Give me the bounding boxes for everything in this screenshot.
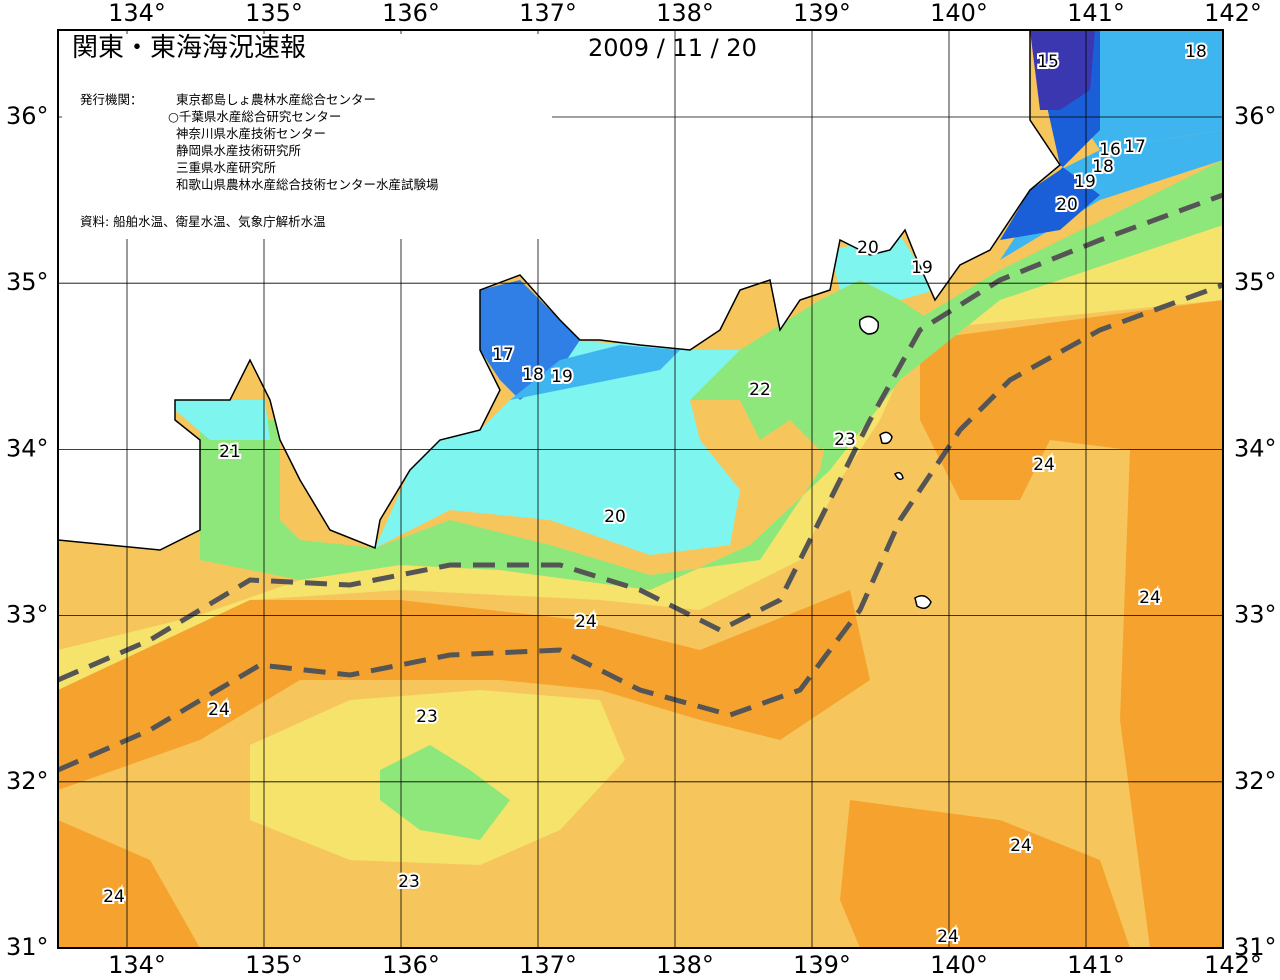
contour-label: 22 (749, 380, 771, 400)
issuer-name: 和歌山県農林水産総合技術センター水産試験場 (176, 177, 439, 192)
latitude-label: 33° (1234, 601, 1277, 629)
latitude-label: 33° (6, 601, 49, 629)
latitude-label: 35° (6, 268, 49, 296)
longitude-label: 140° (930, 0, 988, 27)
light-blue-zone (1000, 130, 1223, 260)
cyan-zone (375, 340, 740, 555)
longitude-label: 138° (656, 0, 714, 27)
map-frame (57, 29, 1224, 949)
axis-labels: 134° 134° 135° 135° 136° 136° 137° 137° 138° 138°… (6, 0, 1277, 979)
issuer-name: ○千葉県水産総合研究センター (168, 109, 341, 124)
contour-label: 20 (857, 238, 879, 258)
issuer-name: 神奈川県水産技術センター (176, 126, 326, 141)
longitude-label: 141° (1067, 0, 1125, 27)
contour-label: 24 (103, 887, 125, 907)
longitude-label: 135° (245, 0, 303, 27)
longitude-label: 135° (245, 951, 303, 979)
contour-label: 18 (1185, 42, 1207, 62)
issuer-list: 東京都島しょ農林水産総合センター ○千葉県水産総合研究センター神奈川県水産技術セン… (168, 92, 439, 192)
latitude-label: 31° (1234, 933, 1277, 961)
contour-label: 24 (1010, 836, 1032, 856)
contour-label: 18 (1092, 157, 1114, 177)
latitude-label: 31° (6, 933, 49, 961)
contour-label: 16 (1099, 140, 1121, 160)
cyan-zone (175, 400, 270, 440)
legend-box (62, 34, 552, 239)
contour-label: 15 (1037, 52, 1059, 72)
longitude-label: 142° (1204, 951, 1262, 979)
contour-label: 23 (416, 707, 438, 727)
contour-label: 19 (911, 258, 933, 278)
latitude-label: 34° (1234, 434, 1277, 462)
issuer-name: 静岡県水産技術研究所 (176, 143, 301, 158)
contour-label: 17 (492, 345, 514, 365)
longitude-label: 139° (793, 0, 851, 27)
longitude-label: 134° (108, 0, 166, 27)
issuer-name: 三重県水産研究所 (176, 160, 276, 175)
green-zone (200, 160, 1223, 590)
contour-label: 17 (1124, 137, 1146, 157)
longitude-label: 138° (656, 951, 714, 979)
contour-label: 21 (219, 442, 241, 462)
map-title: 関東・東海海況速報 (72, 33, 306, 63)
contour-label: 19 (551, 367, 573, 387)
latitude-label: 32° (6, 767, 49, 795)
longitude-label: 136° (382, 951, 440, 979)
latitude-label: 36° (6, 102, 49, 130)
longitude-label: 141° (1067, 951, 1125, 979)
map-date: 2009 / 11 / 20 (588, 34, 757, 62)
longitude-label: 142° (1204, 0, 1262, 27)
green-zone (380, 745, 510, 840)
longitude-label: 134° (108, 951, 166, 979)
light-blue-zone (1080, 30, 1223, 150)
contour-label: 24 (575, 612, 597, 632)
orange-zone (920, 300, 1223, 948)
longitude-label: 137° (519, 0, 577, 27)
contour-label: 23 (398, 872, 420, 892)
cyan-zone (830, 235, 935, 300)
data-source: 資料: 船舶水温、衛星水温、気象庁解析水温 (80, 214, 326, 229)
latitude-label: 32° (1234, 767, 1277, 795)
longitude-label: 140° (930, 951, 988, 979)
contour-label: 24 (1033, 455, 1055, 475)
latitude-label: 35° (1234, 268, 1277, 296)
kuroshio-outer-edge (58, 282, 1223, 773)
contour-label: 24 (937, 927, 959, 947)
temperature-field (58, 30, 1223, 948)
orange-zone (58, 820, 200, 948)
contour-label: 20 (1056, 195, 1078, 215)
islands (858, 315, 932, 609)
kuroshio-inner-edge (58, 192, 1223, 683)
orange-zone (58, 590, 870, 790)
light-blue-zone (510, 345, 680, 400)
contour-label: 18 (522, 365, 544, 385)
latitude-label: 34° (6, 434, 49, 462)
issuer-label: 発行機関： (80, 92, 143, 107)
longitude-label: 137° (519, 951, 577, 979)
longitude-label: 139° (793, 951, 851, 979)
issuer-name: 東京都島しょ農林水産総合センター (176, 92, 376, 107)
contour-label: 24 (1139, 588, 1161, 608)
contour-label: 20 (604, 507, 626, 527)
contour-label: 19 (1074, 172, 1096, 192)
dark-blue-zone (1030, 30, 1095, 110)
orange-zone (840, 800, 1130, 948)
contour-label: 23 (834, 430, 856, 450)
longitude-label: 136° (382, 0, 440, 27)
contour-label: 24 (208, 700, 230, 720)
latitude-label: 36° (1234, 102, 1277, 130)
